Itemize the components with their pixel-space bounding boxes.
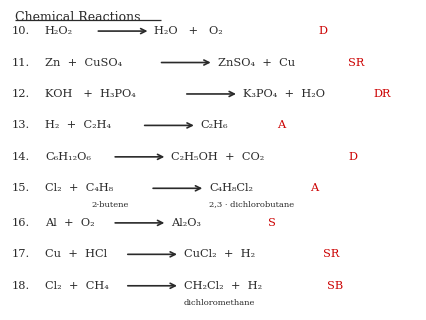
Text: 16.: 16. (11, 218, 29, 228)
Text: CH₂Cl₂  +  H₂: CH₂Cl₂ + H₂ (184, 281, 262, 291)
Text: Cl₂  +  CH₄: Cl₂ + CH₄ (45, 281, 109, 291)
Text: 11.: 11. (11, 58, 29, 68)
Text: Cl₂  +  C₄H₈: Cl₂ + C₄H₈ (45, 183, 113, 193)
Text: D: D (318, 26, 327, 36)
Text: 10.: 10. (11, 26, 29, 36)
Text: ZnSO₄  +  Cu: ZnSO₄ + Cu (217, 58, 294, 68)
Text: KOH   +  H₃PO₄: KOH + H₃PO₄ (45, 89, 135, 99)
Text: K₃PO₄  +  H₂O: K₃PO₄ + H₂O (242, 89, 324, 99)
Text: dichloromethane: dichloromethane (184, 299, 255, 307)
Text: Zn  +  CuSO₄: Zn + CuSO₄ (45, 58, 122, 68)
Text: 14.: 14. (11, 152, 29, 162)
Text: 2,3 · dichlorobutane: 2,3 · dichlorobutane (209, 201, 294, 209)
Text: Chemical Reactions: Chemical Reactions (15, 11, 141, 24)
Text: SB: SB (326, 281, 343, 291)
Text: C₂H₅OH  +  CO₂: C₂H₅OH + CO₂ (171, 152, 264, 162)
Text: A: A (310, 183, 318, 193)
Text: 17.: 17. (11, 249, 29, 259)
Text: 13.: 13. (11, 120, 29, 131)
Text: 2-butene: 2-butene (91, 201, 128, 209)
Text: 15.: 15. (11, 183, 29, 193)
Text: Al  +  O₂: Al + O₂ (45, 218, 94, 228)
Text: Al₂O₃: Al₂O₃ (171, 218, 201, 228)
Text: SR: SR (322, 249, 339, 259)
Text: Cu  +  HCl: Cu + HCl (45, 249, 107, 259)
Text: S: S (268, 218, 276, 228)
Text: H₂O₂: H₂O₂ (45, 26, 73, 36)
Text: A: A (276, 120, 284, 131)
Text: 12.: 12. (11, 89, 29, 99)
Text: D: D (348, 152, 357, 162)
Text: SR: SR (348, 58, 364, 68)
Text: DR: DR (373, 89, 390, 99)
Text: C₂H₆: C₂H₆ (200, 120, 228, 131)
Text: C₄H₈Cl₂: C₄H₈Cl₂ (209, 183, 253, 193)
Text: H₂  +  C₂H₄: H₂ + C₂H₄ (45, 120, 111, 131)
Text: H₂O   +   O₂: H₂O + O₂ (154, 26, 223, 36)
Text: CuCl₂  +  H₂: CuCl₂ + H₂ (184, 249, 254, 259)
Text: C₆H₁₂O₆: C₆H₁₂O₆ (45, 152, 91, 162)
Text: 18.: 18. (11, 281, 29, 291)
